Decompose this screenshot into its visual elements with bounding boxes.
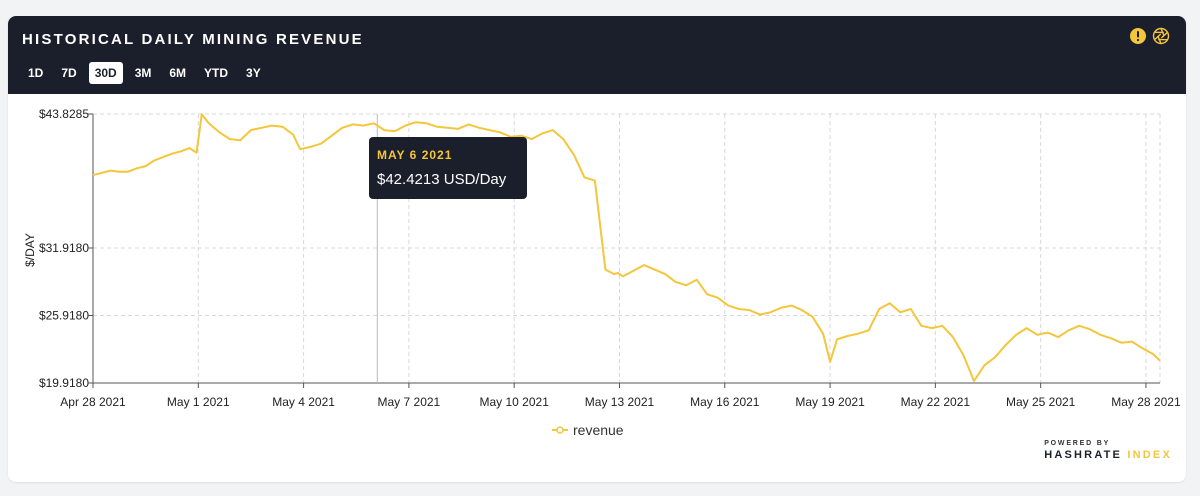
brand-logo: POWERED BY HASHRATE INDEX <box>1044 440 1172 461</box>
x-tick-label: Apr 28 2021 <box>60 395 126 409</box>
tab-30d[interactable]: 30D <box>88 62 123 84</box>
y-tick-label: $43.8285 <box>39 107 89 121</box>
tooltip: MAY 6 2021 $42.4213 USD/Day <box>369 137 527 199</box>
alert-icon[interactable] <box>1129 27 1147 45</box>
x-tick-label: May 28 2021 <box>1111 395 1181 409</box>
y-tick-label: $31.9180 <box>39 241 89 255</box>
x-tick-label: May 22 2021 <box>901 395 971 409</box>
aperture-icon[interactable] <box>1152 27 1170 45</box>
x-tick-label: May 10 2021 <box>479 395 549 409</box>
y-axis-label: $/DAY <box>23 233 37 267</box>
range-tabs: 1D 7D 30D 3M 6M YTD 3Y <box>22 62 267 84</box>
tab-6m[interactable]: 6M <box>169 66 187 80</box>
x-tick-label: May 19 2021 <box>795 395 865 409</box>
x-tick-label: May 13 2021 <box>585 395 655 409</box>
axes: $19.9180 $25.9180 $31.9180 $43.8285 Apr 28 2… <box>39 107 1181 409</box>
tooltip-value: $42.4213 USD/Day <box>377 171 507 188</box>
tab-1d[interactable]: 1D <box>28 66 44 80</box>
brand-name: HASHRATE INDEX <box>1044 449 1172 461</box>
chart-title: HISTORICAL DAILY MINING REVENUE <box>22 31 364 48</box>
x-tick-label: May 16 2021 <box>690 395 760 409</box>
x-tick-label: May 25 2021 <box>1006 395 1076 409</box>
tab-7d[interactable]: 7D <box>61 66 77 80</box>
series-line-revenue <box>92 113 1161 382</box>
grid <box>92 113 1161 384</box>
chart-header: HISTORICAL DAILY MINING REVENUE 1D 7D 30… <box>8 16 1186 94</box>
tooltip-date: MAY 6 2021 <box>377 148 453 162</box>
tab-3m[interactable]: 3M <box>134 66 152 80</box>
y-tick-label: $19.9180 <box>39 376 89 390</box>
x-tick-label: May 7 2021 <box>378 395 441 409</box>
y-tick-label: $25.9180 <box>39 308 89 322</box>
brand-name-main: HASHRATE <box>1044 449 1123 461</box>
legend[interactable]: revenue <box>552 422 624 438</box>
revenue-chart: $19.9180 $25.9180 $31.9180 $43.8285 Apr 28 2… <box>23 107 1181 409</box>
powered-by-text: POWERED BY <box>1044 440 1111 447</box>
chart-card: HISTORICAL DAILY MINING REVENUE 1D 7D 30… <box>8 16 1186 482</box>
x-tick-label: May 1 2021 <box>167 395 230 409</box>
legend-label: revenue <box>573 422 624 438</box>
tab-3y[interactable]: 3Y <box>246 66 261 80</box>
brand-name-accent: INDEX <box>1127 449 1172 461</box>
x-tick-label: May 4 2021 <box>272 395 335 409</box>
tab-ytd[interactable]: YTD <box>204 66 229 80</box>
legend-marker-icon <box>552 426 568 434</box>
